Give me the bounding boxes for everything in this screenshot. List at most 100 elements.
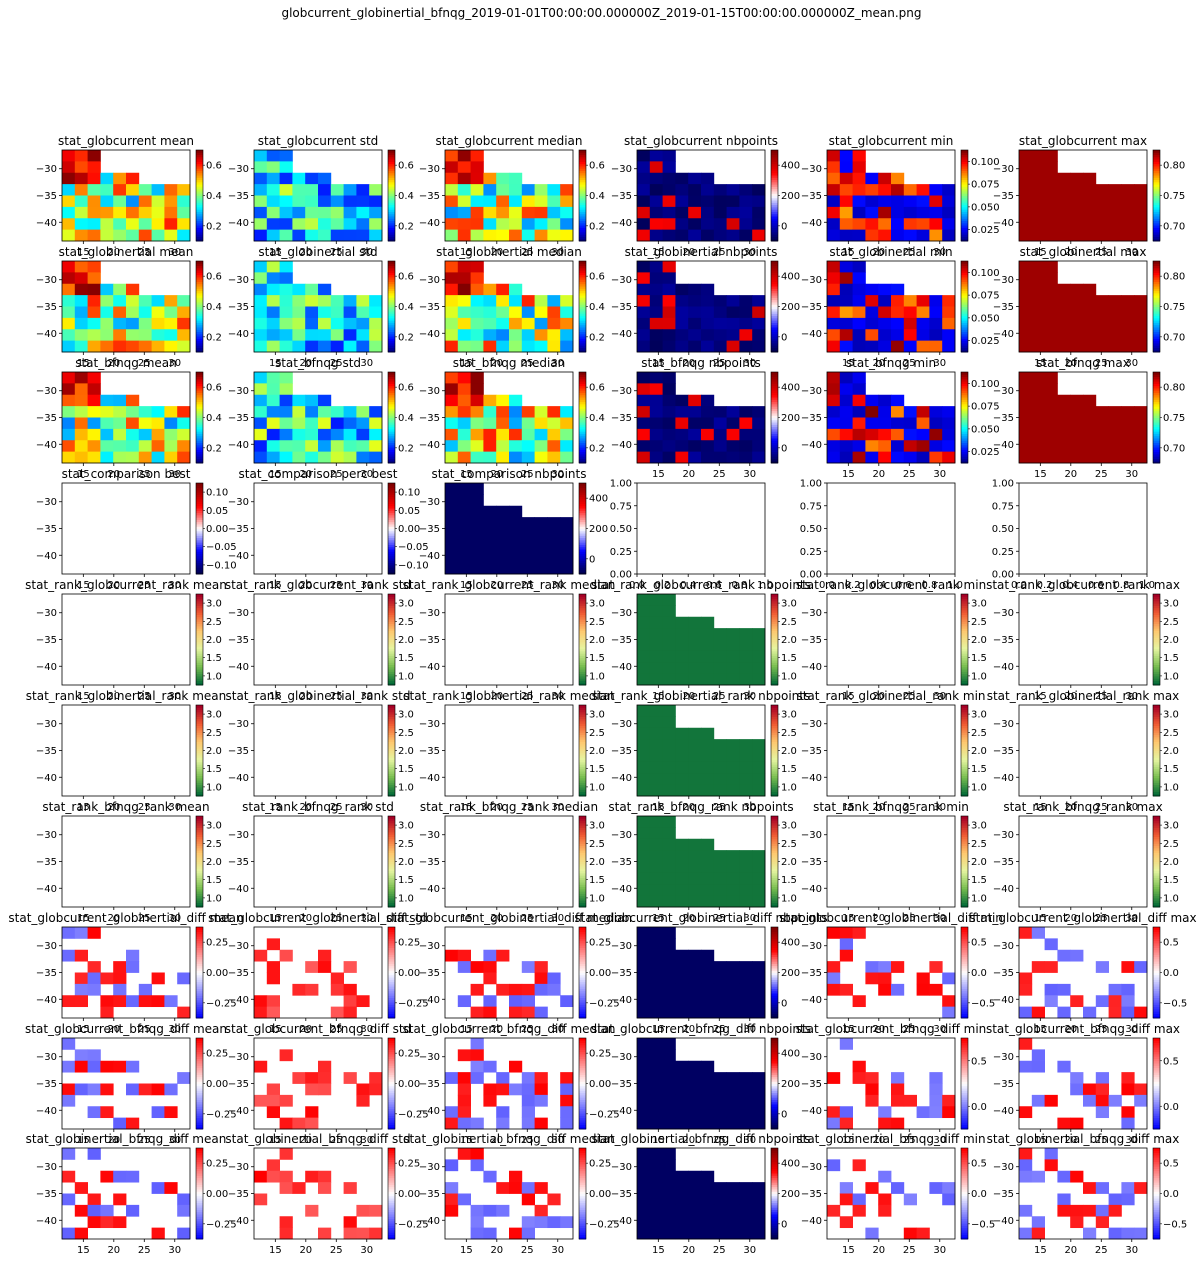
heatmap-cell bbox=[662, 1006, 676, 1019]
heatmap-cell bbox=[1019, 927, 1033, 939]
y-tick-label: −40 bbox=[801, 218, 822, 229]
subplot-title: stat_globcurrent std bbox=[258, 134, 379, 148]
heatmap-cell bbox=[713, 784, 727, 797]
colorbar-segment bbox=[771, 165, 778, 169]
x-tick-label: 15 bbox=[460, 691, 473, 702]
heatmap-cell bbox=[701, 1094, 715, 1107]
colorbar-segment bbox=[196, 770, 203, 774]
y-tick-label: −40 bbox=[993, 662, 1014, 673]
heatmap-cell bbox=[865, 340, 879, 353]
heatmap-cell bbox=[649, 218, 663, 231]
colorbar-segment bbox=[1153, 936, 1160, 939]
y-tick-label: −35 bbox=[993, 746, 1014, 757]
colorbar-segment bbox=[388, 193, 395, 196]
colorbar-segment bbox=[196, 1106, 203, 1110]
colorbar-segment bbox=[196, 1124, 203, 1128]
colorbar-tick-label: 0.00 bbox=[589, 1079, 611, 1090]
colorbar-segment bbox=[771, 666, 778, 670]
colorbar-segment bbox=[579, 342, 586, 346]
heatmap-cell bbox=[470, 218, 484, 231]
heatmap-cell bbox=[445, 229, 459, 242]
heatmap-cell bbox=[649, 406, 663, 418]
colorbar-segment bbox=[771, 295, 778, 298]
heatmap-cell bbox=[726, 295, 740, 307]
colorbar-segment bbox=[388, 852, 395, 856]
colorbar-segment bbox=[196, 537, 203, 541]
heatmap-cell bbox=[177, 972, 191, 985]
colorbar-segment bbox=[579, 336, 586, 339]
heatmap-cell bbox=[839, 272, 853, 285]
heatmap-cell bbox=[534, 528, 548, 541]
colorbar-segment bbox=[579, 838, 586, 842]
colorbar-segment bbox=[196, 401, 203, 405]
colorbar-tick-label: 2.0 bbox=[1163, 635, 1179, 646]
heatmap-cell bbox=[457, 428, 471, 441]
colorbar-segment bbox=[196, 331, 203, 335]
heatmap-cell bbox=[483, 317, 497, 330]
colorbar-segment bbox=[388, 775, 395, 779]
heatmap-cell bbox=[662, 383, 676, 396]
colorbar-segment bbox=[579, 1040, 586, 1044]
colorbar-segment bbox=[771, 206, 778, 210]
colorbar-segment bbox=[579, 974, 586, 978]
colorbar-segment bbox=[1153, 648, 1160, 652]
colorbar-segment bbox=[579, 938, 586, 942]
heatmap-cell bbox=[266, 1094, 280, 1107]
colorbar-segment bbox=[579, 630, 586, 634]
heatmap-cell bbox=[839, 949, 853, 962]
colorbar-segment bbox=[388, 1097, 395, 1100]
colorbar-tick-label: 0.050 bbox=[971, 313, 1000, 324]
colorbar-segment bbox=[579, 1053, 586, 1057]
heatmap-cell bbox=[534, 517, 548, 529]
colorbar-segment bbox=[1153, 619, 1160, 622]
colorbar-segment bbox=[196, 1044, 203, 1048]
colorbar-segment bbox=[196, 854, 203, 858]
colorbar-tick-label: 3.0 bbox=[971, 821, 987, 832]
heatmap-cell bbox=[509, 528, 523, 541]
colorbar-segment bbox=[961, 381, 968, 384]
heatmap-cell bbox=[916, 317, 930, 330]
colorbar-segment bbox=[579, 347, 586, 351]
heatmap-cell bbox=[701, 406, 715, 418]
heatmap-cell bbox=[1134, 428, 1148, 441]
heatmap-cell bbox=[852, 218, 866, 231]
colorbar-segment bbox=[579, 997, 586, 1001]
colorbar-segment bbox=[579, 845, 586, 849]
colorbar-segment bbox=[771, 394, 778, 398]
colorbar-tick-label: 0.050 bbox=[971, 424, 1000, 435]
heatmap-cell bbox=[752, 972, 766, 985]
heatmap-cell bbox=[1108, 317, 1122, 330]
colorbar-segment bbox=[196, 542, 203, 545]
colorbar-segment bbox=[579, 483, 586, 486]
heatmap-cell bbox=[726, 1072, 740, 1084]
heatmap-cell bbox=[62, 1038, 76, 1050]
colorbar-segment bbox=[196, 503, 203, 507]
colorbar-segment bbox=[388, 861, 395, 865]
subplot-title: stat_globcurrent median bbox=[435, 134, 582, 148]
colorbar-segment bbox=[579, 725, 586, 729]
heatmap-cell bbox=[483, 172, 497, 185]
colorbar-segment bbox=[196, 723, 203, 726]
heatmap-cell bbox=[726, 195, 740, 208]
heatmap-cell bbox=[637, 650, 651, 663]
colorbar-segment bbox=[771, 458, 778, 462]
colorbar-segment bbox=[196, 218, 203, 222]
axes-background bbox=[62, 816, 190, 907]
y-tick-label: −40 bbox=[611, 218, 632, 229]
colorbar-segment bbox=[196, 1119, 203, 1123]
heatmap-cell bbox=[662, 218, 676, 231]
heatmap-cell bbox=[292, 1072, 306, 1084]
colorbar-segment bbox=[388, 225, 395, 228]
heatmap-cell bbox=[547, 528, 561, 541]
colorbar-segment bbox=[1153, 376, 1160, 380]
colorbar-tick-label: 2.5 bbox=[398, 839, 414, 850]
colorbar-tick-label: 0.6 bbox=[206, 383, 222, 394]
colorbar-segment bbox=[388, 829, 395, 833]
colorbar-segment bbox=[579, 564, 586, 568]
colorbar-tick-label: 0.6 bbox=[398, 383, 414, 394]
y-tick-label: −30 bbox=[993, 941, 1014, 952]
heatmap-cell bbox=[266, 229, 280, 242]
colorbar-segment bbox=[961, 954, 968, 958]
